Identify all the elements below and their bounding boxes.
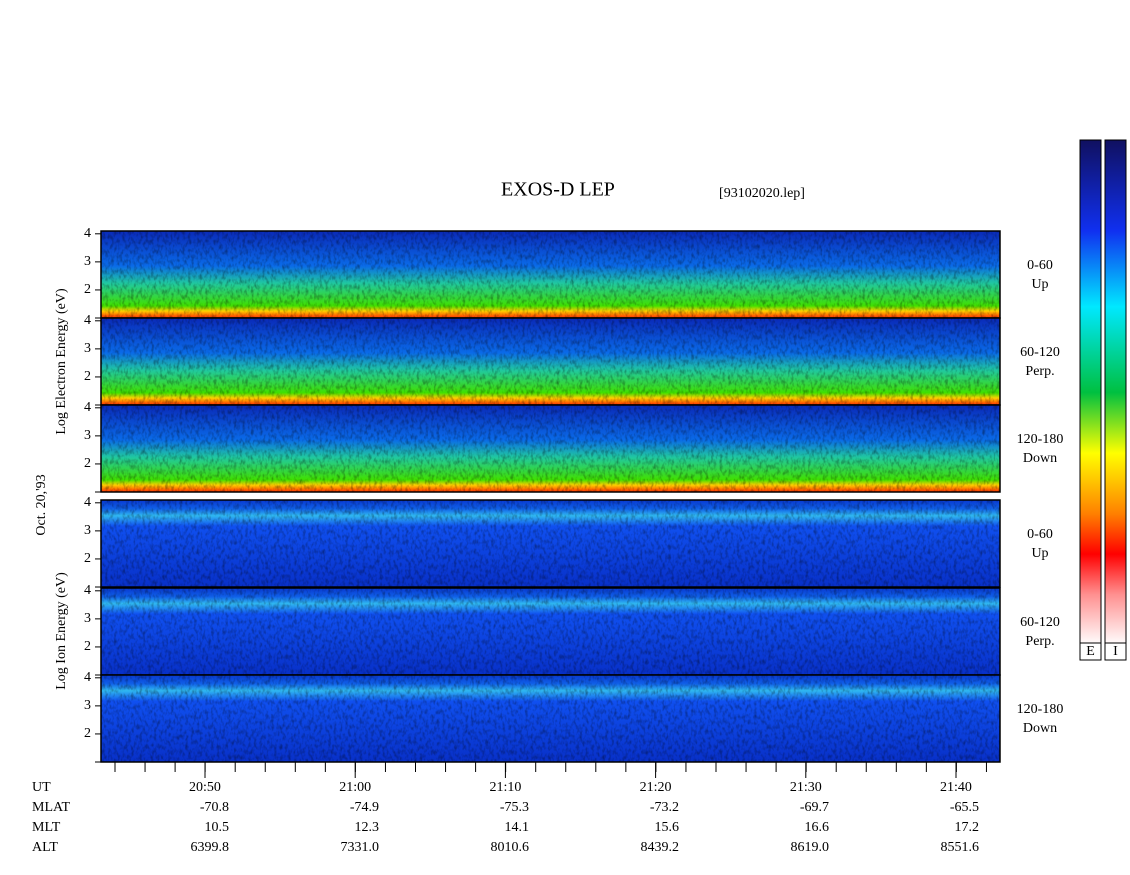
y-tick-label: 4 [84,226,91,241]
panel-range: 0-60 [1027,527,1053,542]
row-value: 21:20 [640,780,672,795]
spectrogram-noise [101,588,1000,675]
y-tick-label: 4 [84,670,91,685]
y-tick-label: 3 [84,698,91,713]
panel-range: 60-120 [1020,615,1060,630]
y-axis-label: Log Ion Energy (eV) [54,572,69,690]
y-tick-label: 3 [84,611,91,626]
colorbar-box [1079,642,1102,661]
panel-direction: Perp. [1025,364,1054,379]
row-value: 21:00 [339,780,371,795]
row-value: 21:10 [489,780,521,795]
y-axis-label: Log Electron Energy (eV) [54,288,69,435]
spectrogram-noise [101,231,1000,318]
row-value: -75.3 [500,800,529,815]
row-value: 8551.6 [941,840,980,855]
y-tick-label: 2 [84,726,91,741]
row-value: 20:50 [189,780,221,795]
panel-direction: Down [1023,721,1057,736]
spectrogram-noise [101,500,1000,587]
colorbar-label: E [1086,644,1095,659]
y-tick-label: 2 [84,369,91,384]
row-label: MLT [32,820,61,835]
panel-frame [100,499,1001,588]
file-name: [93102020.lep] [719,186,805,201]
panel-range: 120-180 [1017,702,1064,717]
y-tick-label: 4 [84,400,91,415]
panel-direction: Down [1023,451,1057,466]
row-value: 7331.0 [341,840,380,855]
y-tick-label: 3 [84,523,91,538]
title: EXOS-D LEP [501,179,615,201]
panel-frame [100,404,1001,493]
y-tick-label: 2 [84,282,91,297]
colorbar-box [1104,642,1127,661]
date-label: Oct. 20,'93 [34,474,49,535]
panel-direction: Up [1031,546,1048,561]
y-tick-label: 3 [84,341,91,356]
row-value: 8619.0 [791,840,830,855]
colorbar-label: I [1113,644,1118,659]
y-tick-label: 3 [84,428,91,443]
spectrogram-noise [101,405,1000,492]
row-value: 8010.6 [491,840,530,855]
panel-range: 0-60 [1027,258,1053,273]
row-value: 16.6 [805,820,830,835]
row-value: 10.5 [205,820,230,835]
row-value: 15.6 [655,820,680,835]
row-value: -69.7 [800,800,829,815]
y-tick-label: 2 [84,551,91,566]
panel-direction: Perp. [1025,634,1054,649]
panel-range: 60-120 [1020,345,1060,360]
row-value: -73.2 [650,800,679,815]
row-value: 12.3 [355,820,380,835]
panel-frame [100,674,1001,763]
row-label: ALT [32,840,58,855]
colorbar [1104,139,1127,646]
y-tick-label: 3 [84,254,91,269]
row-value: -74.9 [350,800,379,815]
row-value: 8439.2 [641,840,680,855]
y-tick-label: 4 [84,313,91,328]
panel-range: 120-180 [1017,432,1064,447]
row-value: 21:40 [940,780,972,795]
row-label: MLAT [32,800,71,815]
row-value: 14.1 [505,820,530,835]
y-tick-label: 2 [84,639,91,654]
row-value: 6399.8 [191,840,230,855]
y-tick-label: 4 [84,583,91,598]
colorbar [1079,139,1102,646]
row-value: 21:30 [790,780,822,795]
y-tick-label: 4 [84,495,91,510]
panel-direction: Up [1031,277,1048,292]
spectrogram-noise [101,318,1000,405]
row-value: -65.5 [950,800,979,815]
spectrogram-noise [101,675,1000,762]
row-label: UT [32,780,51,795]
y-tick-label: 2 [84,456,91,471]
row-value: -70.8 [200,800,229,815]
row-value: 17.2 [955,820,980,835]
